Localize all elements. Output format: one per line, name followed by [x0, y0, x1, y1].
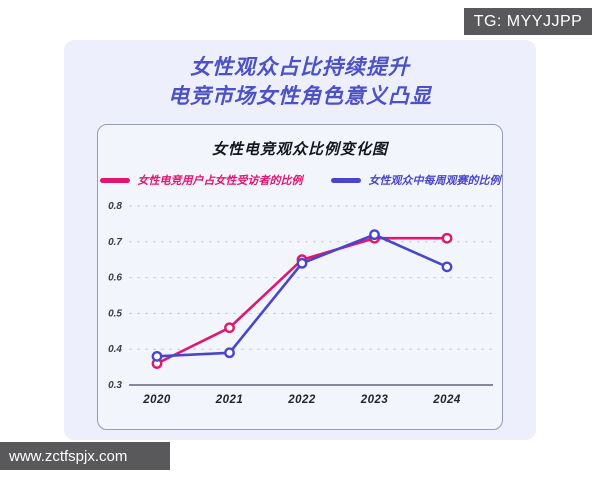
chart-legend: 女性电竞用户占女性受访者的比例 女性观众中每周观赛的比例 [98, 172, 502, 188]
y-tick-label: 0.7 [108, 237, 122, 248]
y-tick-label: 0.3 [108, 380, 122, 391]
legend-item-female-esports-users: 女性电竞用户占女性受访者的比例 [99, 172, 303, 188]
data-point-marker [296, 257, 308, 269]
data-point-marker [441, 232, 453, 244]
page-title-line2: 电竞市场女性角色意义凸显 [168, 85, 432, 108]
x-tick-label: 2024 [432, 394, 461, 406]
data-point-marker [224, 347, 235, 359]
telegram-badge: TG: MYYJJPP [464, 8, 592, 35]
legend-swatch-pink [99, 177, 130, 183]
data-point-marker [224, 322, 235, 334]
legend-swatch-blue [330, 177, 361, 183]
y-tick-label: 0.6 [108, 273, 122, 284]
y-tick-label: 0.8 [108, 201, 122, 212]
x-tick-label: 2022 [287, 394, 316, 406]
legend-item-weekly-viewers: 女性观众中每周观赛的比例 [330, 172, 501, 188]
chart-title: 女性电竞观众比例变化图 [211, 141, 388, 158]
series-line [155, 233, 449, 358]
y-tick-label: 0.5 [108, 308, 122, 319]
legend-label: 女性观众中每周观赛的比例 [368, 175, 501, 187]
page-title-line1: 女性观众占比持续提升 [190, 56, 410, 79]
data-point-marker [369, 229, 380, 241]
legend-label: 女性电竞用户占女性受访者的比例 [137, 175, 303, 187]
telegram-badge-text: TG: MYYJJPP [473, 12, 583, 30]
y-tick-label: 0.4 [108, 344, 122, 355]
x-tick-label: 2020 [142, 394, 171, 406]
data-point-marker [441, 261, 453, 273]
infographic-card: 女性观众占比持续提升 电竞市场女性角色意义凸显 女性电竞观众比例变化图 女性电竞… [64, 40, 536, 440]
data-point-marker [151, 350, 163, 362]
chart-panel: 女性电竞观众比例变化图 女性电竞用户占女性受访者的比例 女性观众中每周观赛的比例… [97, 124, 503, 430]
x-tick-label: 2021 [215, 394, 244, 406]
page-title: 女性观众占比持续提升 电竞市场女性角色意义凸显 [64, 40, 536, 111]
chart-svg: 0.3 0.4 0.5 0.6 0.7 0.8 2020 2021 2022 2023 2024 [108, 201, 493, 406]
x-tick-label: 2023 [360, 394, 389, 406]
watermark-badge: www.zctfspjx.com [0, 442, 170, 470]
watermark-text: www.zctfspjx.com [9, 447, 128, 465]
